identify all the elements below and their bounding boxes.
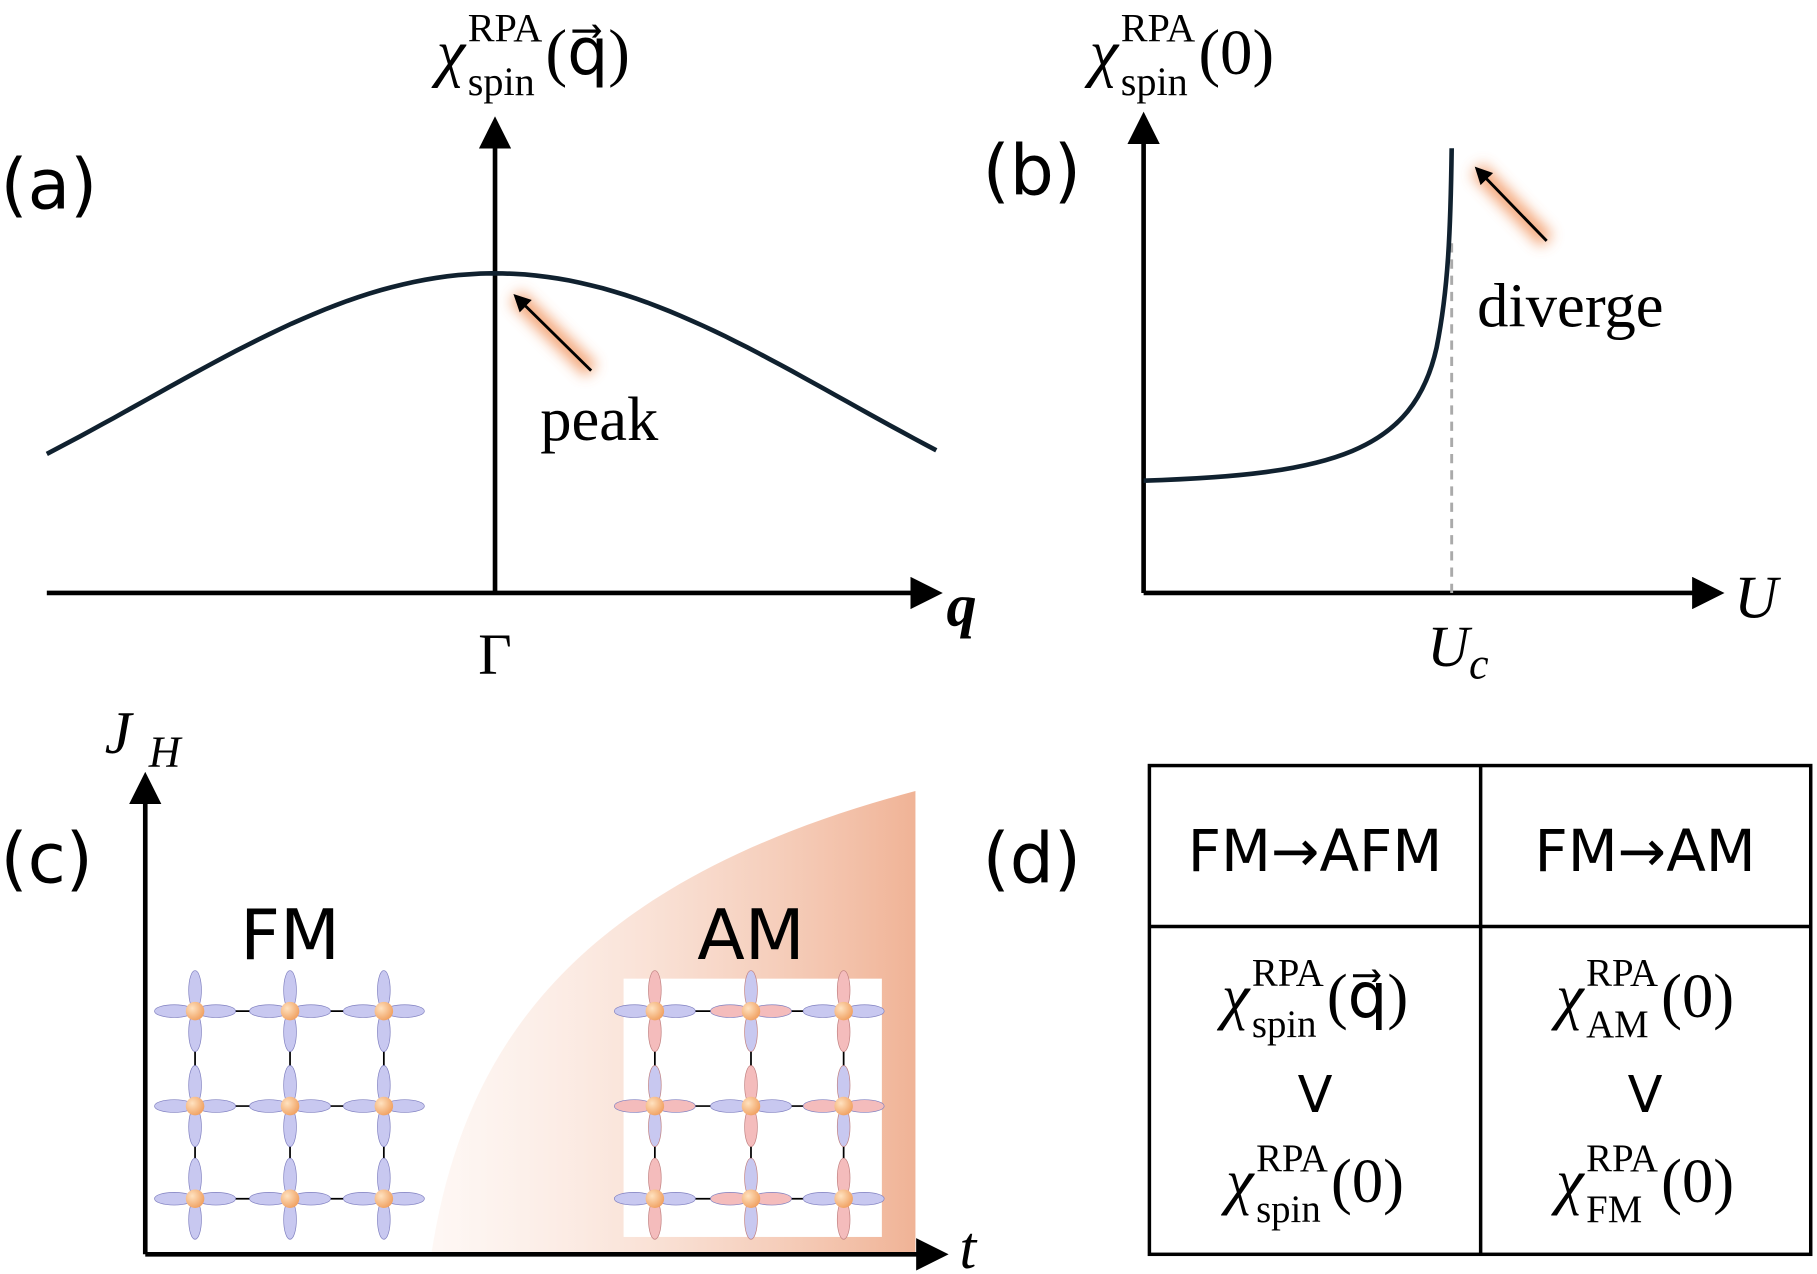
argument: (0) — [1331, 1146, 1404, 1216]
curve — [45, 271, 938, 456]
atom — [280, 1189, 300, 1208]
subscript: FM — [1586, 1188, 1642, 1231]
y-axis-label: J — [105, 700, 135, 767]
relation: V — [1298, 1066, 1333, 1125]
atom — [374, 1001, 394, 1021]
atom — [834, 1189, 853, 1208]
curve — [1143, 148, 1455, 483]
lattices — [154, 970, 885, 1240]
atom — [834, 1096, 853, 1116]
x-tick-subscript: c — [1469, 640, 1489, 689]
subscript: spin — [1121, 59, 1188, 104]
argument: (q⃗) — [546, 17, 630, 89]
superscript: RPA — [1252, 952, 1324, 995]
x-axis-label: t — [959, 1215, 977, 1274]
symbol: χ — [1221, 1146, 1255, 1216]
panel-label: (c) — [0, 819, 92, 900]
superscript: RPA — [1586, 952, 1658, 995]
math-label: χ RPA spin (0) — [1084, 6, 1275, 104]
region-label: FM — [240, 895, 340, 976]
arrow — [1474, 166, 1548, 242]
symbol: χ — [1551, 1146, 1585, 1216]
x-tick-label: Γ — [478, 622, 511, 687]
panel-c — [129, 771, 949, 1271]
panel-d — [1147, 763, 1813, 1257]
atom — [741, 1001, 761, 1021]
math-label: χ RPA spin (q⃗) — [1217, 952, 1408, 1046]
panel-a — [45, 116, 943, 610]
atom — [645, 1189, 665, 1208]
atom — [185, 1189, 205, 1208]
panel-label: (a) — [0, 144, 97, 225]
argument: (0) — [1661, 961, 1734, 1031]
symbol: χ — [1217, 961, 1251, 1031]
annotation: peak — [540, 384, 659, 454]
x-axis-label: U — [1734, 564, 1781, 631]
subscript: spin — [468, 59, 535, 104]
argument: (0) — [1198, 17, 1274, 89]
atom — [374, 1189, 394, 1208]
annotation: diverge — [1477, 271, 1663, 341]
region-label: AM — [697, 895, 804, 976]
symbol: χ — [1551, 961, 1585, 1031]
x-tick-label: U — [1427, 614, 1472, 679]
panel-label: (d) — [983, 819, 1081, 900]
subscript: spin — [1256, 1188, 1321, 1231]
math-label: χ RPA spin (0) — [1221, 1137, 1404, 1231]
arrow — [513, 294, 593, 372]
subscript: spin — [1252, 1003, 1317, 1046]
table-header: FM→AM — [1534, 817, 1755, 885]
superscript: RPA — [1586, 1137, 1658, 1180]
relation: V — [1628, 1066, 1663, 1125]
atom — [645, 1001, 665, 1021]
math-label: χ RPA FM (0) — [1551, 1137, 1734, 1231]
symbol: χ — [431, 17, 467, 89]
argument: (q⃗) — [1327, 961, 1408, 1031]
superscript: RPA — [1256, 1137, 1328, 1180]
atom — [374, 1096, 394, 1116]
panel-b — [1127, 111, 1725, 610]
y-axis-subscript: H — [148, 728, 183, 777]
atom — [185, 1001, 205, 1021]
symbol: χ — [1084, 17, 1120, 89]
superscript: RPA — [1121, 6, 1196, 51]
argument: (0) — [1661, 1146, 1734, 1216]
subscript: AM — [1586, 1003, 1648, 1046]
atom — [185, 1096, 205, 1116]
math-label: χ RPA spin (q⃗) — [431, 6, 630, 104]
atom — [280, 1001, 300, 1021]
x-axis-label: q⃗ — [946, 572, 1023, 639]
atom — [834, 1001, 853, 1021]
panel-label: (b) — [983, 131, 1081, 212]
atom — [741, 1096, 761, 1116]
atom — [280, 1096, 300, 1116]
atom — [645, 1096, 665, 1116]
math-label: χ RPA AM (0) — [1551, 952, 1734, 1046]
atom — [741, 1189, 761, 1208]
superscript: RPA — [468, 6, 543, 51]
table-header: FM→AFM — [1188, 817, 1443, 885]
